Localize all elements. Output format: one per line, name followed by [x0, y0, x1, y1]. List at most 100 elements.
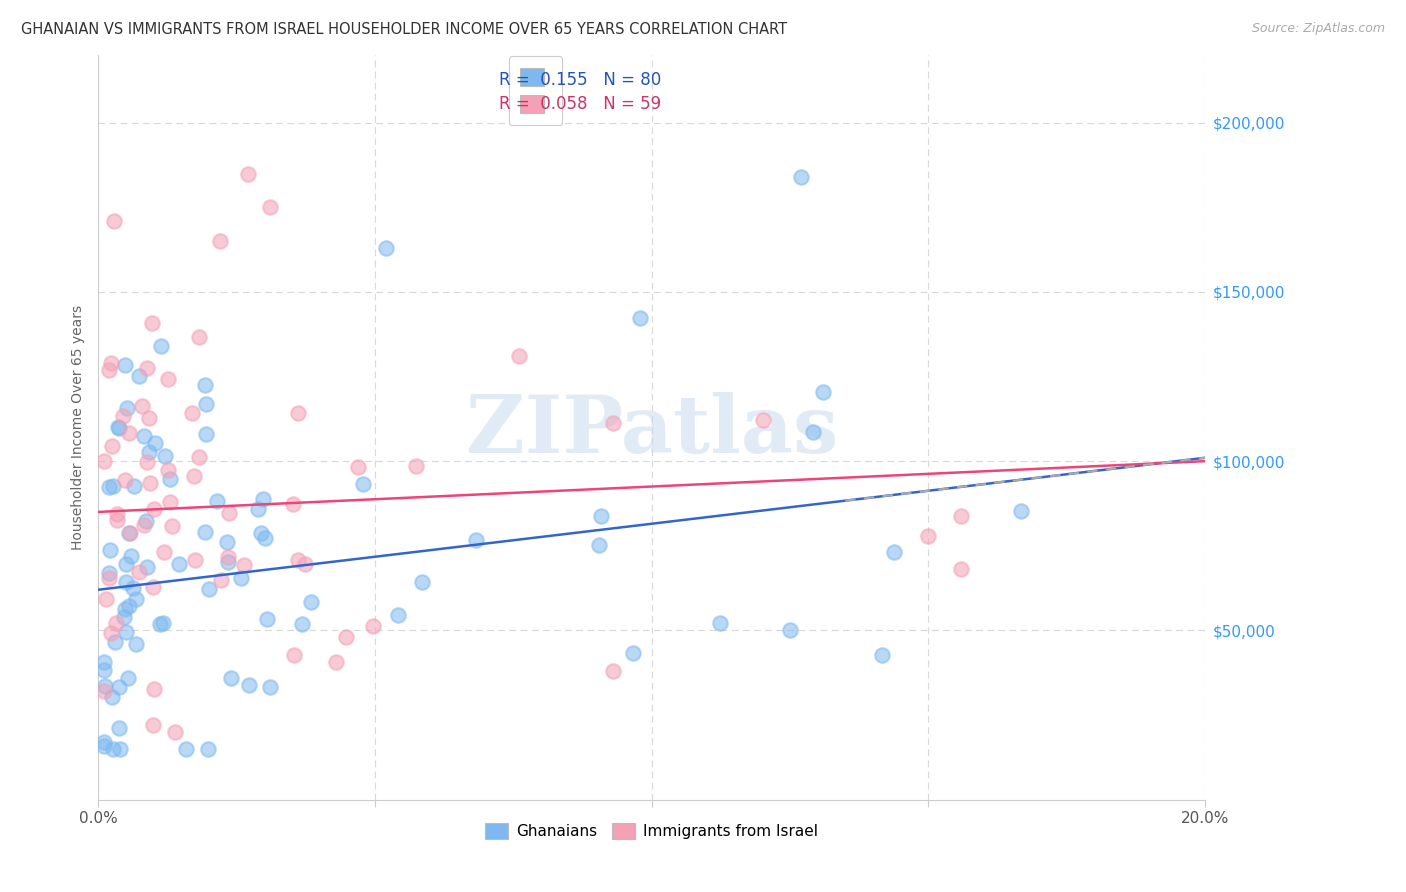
- Text: Source: ZipAtlas.com: Source: ZipAtlas.com: [1251, 22, 1385, 36]
- Point: [790, 169, 813, 184]
- Point: [335, 630, 357, 644]
- Point: [150, 339, 173, 353]
- Point: [120, 549, 142, 564]
- Point: [135, 455, 157, 469]
- Point: [135, 515, 157, 529]
- Point: [136, 361, 159, 376]
- Point: [131, 399, 153, 413]
- Point: [361, 619, 384, 633]
- Point: [870, 648, 893, 662]
- Point: [287, 553, 309, 567]
- Point: [100, 356, 122, 370]
- Point: [259, 201, 281, 215]
- Point: [93, 655, 115, 669]
- Point: [779, 624, 801, 638]
- Point: [811, 384, 834, 399]
- Point: [217, 535, 239, 549]
- Point: [465, 533, 488, 547]
- Point: [97, 363, 120, 377]
- Point: [143, 436, 166, 450]
- Point: [142, 681, 165, 696]
- Text: GHANAIAN VS IMMIGRANTS FROM ISRAEL HOUSEHOLDER INCOME OVER 65 YEARS CORRELATION : GHANAIAN VS IMMIGRANTS FROM ISRAEL HOUSE…: [21, 22, 787, 37]
- Point: [103, 741, 125, 756]
- Point: [128, 566, 150, 580]
- Point: [104, 634, 127, 648]
- Point: [139, 476, 162, 491]
- Point: [114, 358, 136, 372]
- Point: [184, 553, 207, 567]
- Point: [115, 575, 138, 590]
- Point: [950, 508, 973, 523]
- Point: [217, 549, 239, 564]
- Point: [107, 420, 129, 434]
- Point: [291, 616, 314, 631]
- Point: [283, 497, 305, 511]
- Point: [100, 625, 122, 640]
- Point: [247, 502, 270, 516]
- Point: [347, 459, 370, 474]
- Point: [883, 545, 905, 559]
- Point: [152, 544, 174, 558]
- Point: [621, 647, 644, 661]
- Point: [114, 625, 136, 640]
- Point: [111, 409, 134, 424]
- Point: [105, 513, 128, 527]
- Point: [259, 681, 281, 695]
- Point: [949, 562, 972, 576]
- Point: [588, 538, 610, 552]
- Point: [219, 671, 242, 685]
- Legend: Ghanaians, Immigrants from Israel: Ghanaians, Immigrants from Israel: [479, 817, 824, 846]
- Point: [118, 526, 141, 541]
- Point: [591, 509, 613, 524]
- Point: [118, 525, 141, 540]
- Point: [287, 406, 309, 420]
- Point: [375, 241, 398, 255]
- Point: [159, 471, 181, 485]
- Point: [149, 616, 172, 631]
- Point: [256, 612, 278, 626]
- Point: [165, 724, 187, 739]
- Point: [121, 581, 143, 595]
- Point: [114, 602, 136, 616]
- Point: [283, 648, 305, 662]
- Point: [194, 378, 217, 392]
- Point: [101, 479, 124, 493]
- Point: [188, 330, 211, 344]
- Point: [115, 401, 138, 415]
- Point: [917, 529, 939, 543]
- Point: [94, 592, 117, 607]
- Point: [107, 421, 129, 435]
- Point: [138, 445, 160, 459]
- Point: [128, 369, 150, 384]
- Point: [387, 607, 409, 622]
- Y-axis label: Householder Income Over 65 years: Householder Income Over 65 years: [72, 305, 86, 549]
- Point: [602, 664, 624, 678]
- Point: [115, 557, 138, 571]
- Text: ZIPatlas: ZIPatlas: [465, 392, 838, 470]
- Point: [209, 573, 232, 587]
- Point: [205, 494, 228, 508]
- Point: [98, 566, 121, 580]
- Point: [299, 594, 322, 608]
- Point: [93, 663, 115, 677]
- Point: [157, 463, 180, 477]
- Point: [93, 454, 115, 468]
- Point: [142, 580, 165, 594]
- Point: [142, 501, 165, 516]
- Point: [136, 560, 159, 574]
- Point: [93, 684, 115, 698]
- Point: [508, 349, 530, 363]
- Point: [117, 672, 139, 686]
- Point: [101, 690, 124, 705]
- Point: [217, 555, 239, 569]
- Point: [108, 741, 131, 756]
- Point: [134, 517, 156, 532]
- Text: R =  0.058   N = 59: R = 0.058 N = 59: [499, 95, 661, 113]
- Point: [602, 417, 624, 431]
- Point: [167, 557, 190, 571]
- Point: [801, 425, 824, 439]
- Point: [254, 531, 277, 545]
- Point: [197, 582, 219, 597]
- Point: [197, 741, 219, 756]
- Point: [1010, 504, 1032, 518]
